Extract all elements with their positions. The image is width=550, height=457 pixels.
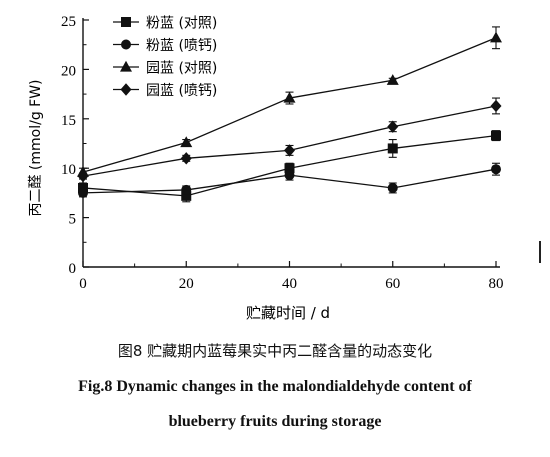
triangle-marker bbox=[490, 31, 502, 43]
legend-label: 粉蓝 (对照) bbox=[146, 16, 217, 32]
y-tick-label: 15 bbox=[61, 113, 76, 129]
diamond-marker bbox=[490, 99, 502, 113]
chart-series bbox=[77, 26, 502, 203]
edge-mark bbox=[539, 241, 541, 263]
figure-caption-english-line2: blueberry fruits during storage bbox=[168, 413, 382, 430]
x-tick-label: 80 bbox=[489, 276, 504, 292]
y-tick-label: 5 bbox=[69, 212, 77, 228]
legend-label: 粉蓝 (喷钙) bbox=[146, 38, 217, 54]
circle-marker bbox=[121, 39, 131, 50]
diamond-marker bbox=[387, 120, 399, 133]
y-axis-label: 丙二醛 (mmol/g FW) bbox=[28, 79, 44, 216]
y-tick-label: 25 bbox=[61, 14, 76, 30]
axis-ticks: 0 5 10 15 20 25 0 20 40 60 80 bbox=[61, 14, 504, 292]
circle-marker bbox=[284, 170, 295, 181]
x-tick-label: 60 bbox=[385, 276, 400, 292]
square-marker bbox=[181, 190, 192, 201]
malondialdehyde-line-chart: 0 5 10 15 20 25 0 20 40 60 80 粉蓝 (对照) 粉蓝 (喷钙) 园蓝 (对照… bbox=[28, 14, 504, 322]
square-marker bbox=[121, 17, 131, 27]
figure-caption-chinese: 图8 贮藏期内蓝莓果实中丙二醛含量的动态变化 bbox=[117, 342, 433, 360]
x-tick-label: 40 bbox=[282, 276, 297, 292]
legend-entry: 园蓝 (喷钙) bbox=[113, 83, 217, 99]
legend-label: 园蓝 (对照) bbox=[146, 61, 217, 77]
diamond-marker bbox=[180, 152, 192, 165]
square-marker bbox=[387, 143, 398, 154]
y-tick-label: 10 bbox=[61, 162, 76, 178]
legend-entry: 粉蓝 (喷钙) bbox=[113, 38, 217, 54]
series-circle bbox=[78, 162, 501, 198]
triangle-marker bbox=[283, 91, 296, 103]
circle-marker bbox=[491, 164, 501, 175]
legend-label: 园蓝 (喷钙) bbox=[146, 83, 217, 99]
square-marker bbox=[491, 130, 501, 141]
diamond-marker bbox=[77, 169, 89, 183]
series-diamond bbox=[77, 97, 502, 183]
triangle-marker bbox=[386, 74, 399, 85]
series-triangle bbox=[77, 26, 502, 177]
legend-entry: 园蓝 (对照) bbox=[113, 61, 217, 77]
circle-marker bbox=[387, 182, 398, 193]
chart-axes bbox=[82, 18, 500, 268]
x-tick-label: 0 bbox=[79, 276, 87, 292]
circle-marker bbox=[78, 187, 88, 198]
square-marker bbox=[284, 163, 295, 174]
triangle-marker bbox=[180, 136, 193, 148]
triangle-marker bbox=[120, 60, 132, 72]
figure-caption-english-line1: Fig.8 Dynamic changes in the malondialde… bbox=[78, 378, 472, 395]
diamond-marker bbox=[284, 144, 295, 157]
circle-marker bbox=[181, 184, 192, 195]
y-tick-label: 20 bbox=[61, 63, 76, 79]
x-axis-label: 贮藏时间 / d bbox=[246, 304, 330, 322]
diamond-marker bbox=[120, 83, 132, 96]
legend-entry: 粉蓝 (对照) bbox=[113, 16, 217, 32]
y-tick-label: 0 bbox=[69, 261, 77, 277]
x-tick-label: 20 bbox=[179, 276, 194, 292]
chart-legend: 粉蓝 (对照) 粉蓝 (喷钙) 园蓝 (对照) 园蓝 (喷钙) bbox=[113, 16, 217, 99]
